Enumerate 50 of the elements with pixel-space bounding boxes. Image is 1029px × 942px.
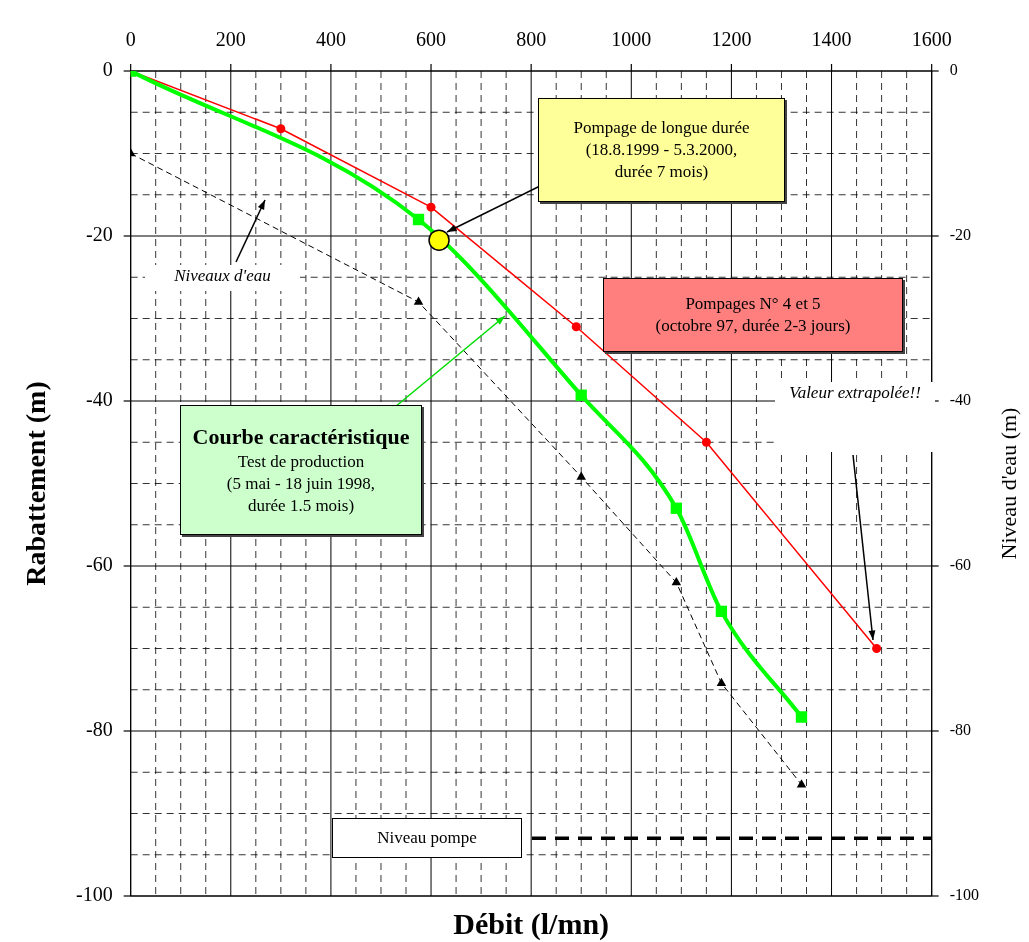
y-tick-label: -100 [75, 883, 113, 906]
text-box: Pompage de longue durée (18.8.1999 - 5.3.2000, durée 7 mois) [538, 98, 785, 202]
point [716, 677, 727, 686]
point [671, 577, 682, 586]
y-tick-label: -20 [85, 223, 113, 246]
y2-tick-label: -100 [949, 886, 979, 904]
point [872, 644, 882, 653]
text-box: Niveaux d'eau [145, 265, 300, 291]
x-tick-label: 400 [315, 28, 346, 51]
annotation: Pompages N° 4 et 5 (octobre 97, durée 2-3 jours) [654, 292, 852, 337]
y2-tick-label: -60 [949, 556, 971, 574]
annotation: Courbe caractéristique Test de production (5 mai - 18 juin 1998, durée 1.5 mois) [191, 422, 411, 518]
y-tick-label: -80 [85, 718, 113, 741]
point [796, 779, 807, 788]
point [576, 471, 586, 480]
point [276, 124, 286, 134]
annotation: Pompage de longue durée (18.8.1999 - 5.3.2000, durée 7 mois) [572, 116, 751, 184]
x-tick-label: 1200 [711, 28, 752, 51]
point [412, 213, 425, 226]
point [413, 296, 424, 305]
point [670, 502, 683, 514]
x-tick-label: 200 [215, 28, 246, 51]
point [715, 605, 728, 618]
text-box: Pompages N° 4 et 5 (octobre 97, durée 2-3 jours) [603, 278, 903, 352]
x-tick-label: 0 [125, 28, 136, 51]
point [571, 322, 581, 332]
y2-axis-title: Niveau d'eau (m) [995, 407, 1021, 560]
y-tick-label: -40 [85, 388, 113, 411]
x-tick-label: 800 [516, 28, 547, 51]
x-tick-label: 600 [416, 28, 447, 51]
point [575, 389, 587, 401]
y-axis-title: Rabattement (m) [20, 381, 52, 586]
text-box: Courbe caractéristique Test de production (5 mai - 18 juin 1998, durée 1.5 mois) [180, 405, 422, 535]
y-tick-label: 0 [102, 58, 113, 81]
y2-tick-label: -80 [949, 721, 971, 739]
y2-tick-label: -40 [949, 391, 971, 409]
point [701, 437, 711, 447]
x-tick-label: 1600 [911, 28, 952, 51]
text-box: Valeur extrapolée!! [775, 382, 935, 452]
x-tick-label: 1400 [811, 28, 852, 51]
y2-tick-label: -20 [949, 226, 971, 244]
x-tick-label: 1000 [611, 28, 652, 51]
text-box: Niveau pompe [332, 818, 522, 859]
y2-tick-label: 0 [949, 61, 958, 79]
point [795, 711, 808, 723]
point [426, 202, 436, 212]
y-tick-label: -60 [85, 553, 113, 576]
x-axis-title: Débit (l/mn) [453, 906, 610, 941]
annotation: Valeur extrapolée!! [788, 382, 922, 404]
point [428, 229, 450, 251]
